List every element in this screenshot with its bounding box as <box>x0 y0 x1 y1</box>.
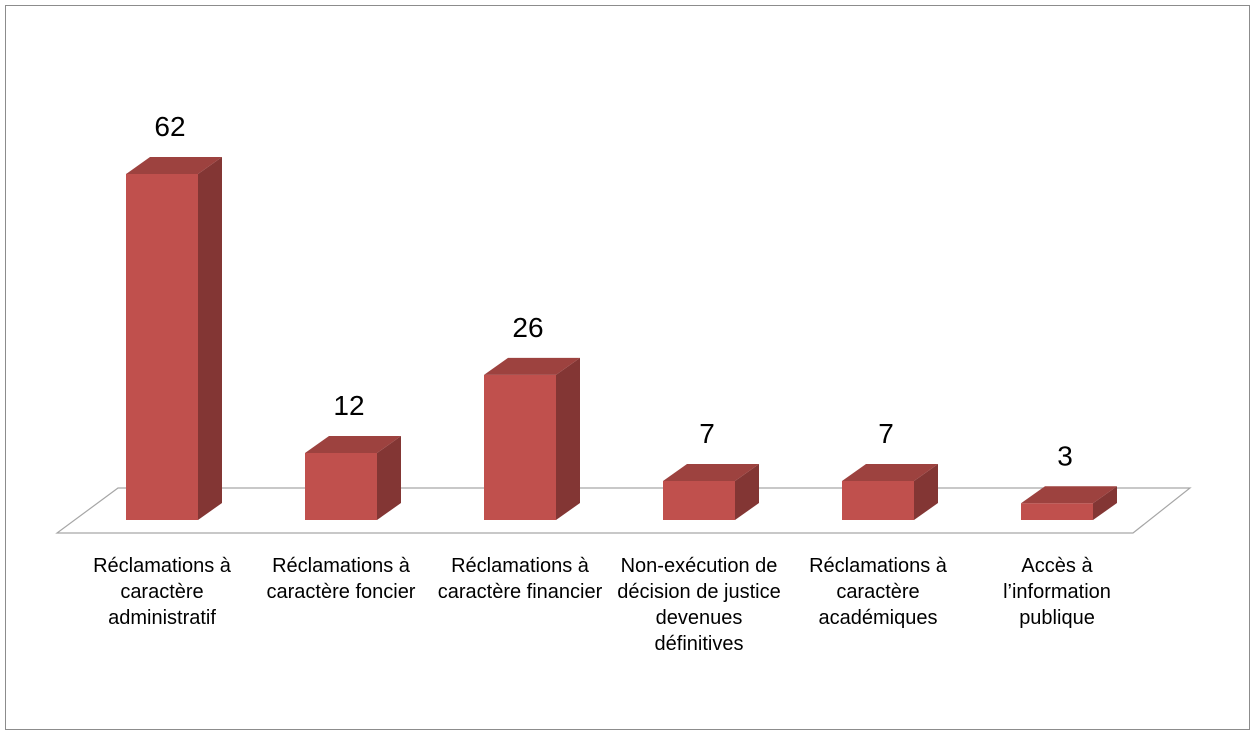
bar-top <box>842 463 938 481</box>
value-label: 7 <box>699 418 715 449</box>
bar-side <box>377 436 401 520</box>
bar <box>842 463 938 520</box>
category-label: Accès à l’information publique <box>1003 555 1111 629</box>
bar-side <box>1093 486 1117 520</box>
value-label: 62 <box>154 111 185 142</box>
bar-side <box>735 463 759 520</box>
bar <box>663 463 759 520</box>
bar-top <box>484 357 580 375</box>
bar <box>1021 486 1117 520</box>
chart-frame <box>5 5 1250 730</box>
category-label: Réclamations à caractère administratif <box>93 555 231 629</box>
value-label: 7 <box>878 418 894 449</box>
category-label: Non-exécution de décision de justice dev… <box>617 555 781 655</box>
bar-front <box>126 174 198 521</box>
bar-top <box>126 157 222 175</box>
bar-front <box>305 453 377 520</box>
bar <box>305 436 401 520</box>
bar-side <box>198 157 222 521</box>
bar-front <box>842 480 914 520</box>
value-label: 12 <box>333 390 364 421</box>
bar-front <box>484 374 556 520</box>
value-label: 26 <box>512 312 543 343</box>
bar <box>126 157 222 521</box>
category-label: Réclamations à caractère financier <box>437 555 603 603</box>
bar-front <box>663 480 735 520</box>
floor <box>55 487 1192 534</box>
bar <box>484 357 580 520</box>
bar-side <box>556 357 580 520</box>
value-label: 3 <box>1057 440 1073 471</box>
bar-side <box>914 463 938 520</box>
bar-top <box>305 436 401 454</box>
bar-front <box>1021 503 1093 520</box>
bar-top <box>663 463 759 481</box>
category-label: Réclamations à caractère foncier <box>266 555 416 603</box>
bar-top <box>1021 486 1117 504</box>
category-label: Réclamations à caractère académiques <box>809 555 947 629</box>
